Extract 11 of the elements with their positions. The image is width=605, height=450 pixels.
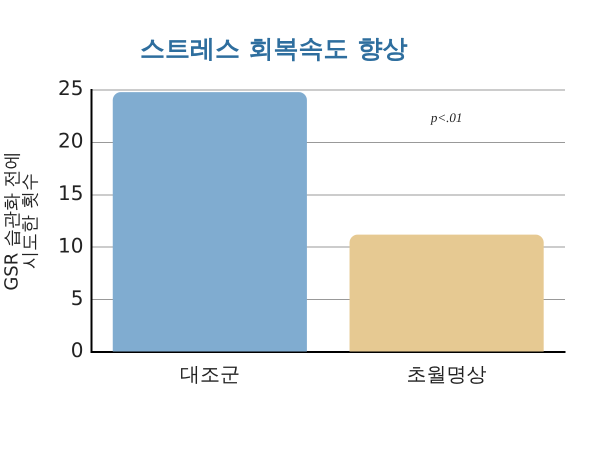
y-tick-label: 20 <box>58 128 84 153</box>
x-tick-label: 초월명상 <box>406 362 487 386</box>
y-tick-label: 10 <box>58 233 84 258</box>
y-tick-label: 25 <box>58 76 84 100</box>
annotation: p<.01 <box>430 110 462 125</box>
x-tick-label: 대조군 <box>180 362 240 386</box>
y-axis-title: GSR 습관화 전에 시도한 횟수 <box>2 151 41 291</box>
y-tick-label: 5 <box>70 286 84 310</box>
y-tick-label: 15 <box>58 181 84 206</box>
chart-title: 스트레스 회복속도 향상 <box>140 33 408 65</box>
y-tick-label: 0 <box>70 338 84 362</box>
